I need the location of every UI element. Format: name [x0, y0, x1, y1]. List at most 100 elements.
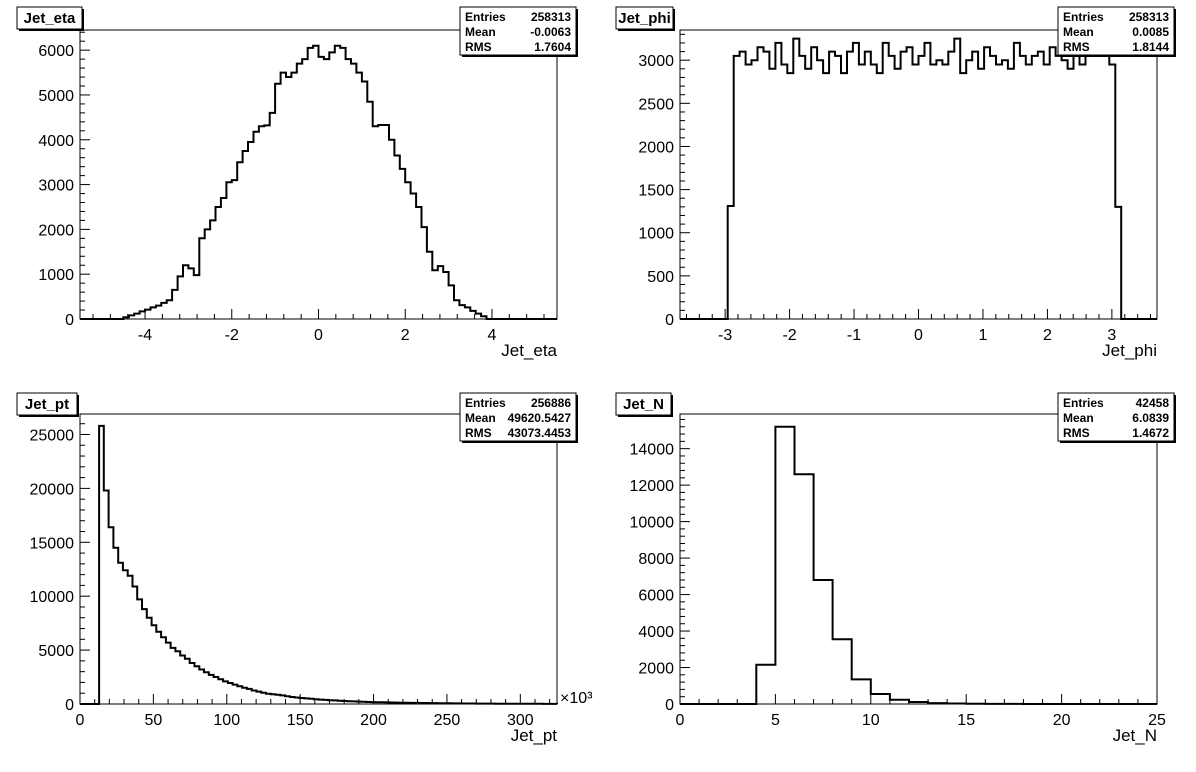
pad-jet-eta: -4 -2 0 2 4 0 1000 2000 3000 4000 5000 6000 Jet_eta J… [16, 6, 578, 360]
x-tick-label: 5 [771, 712, 780, 729]
chart-title: Jet_pt [25, 396, 69, 413]
y-tick-label: 15000 [30, 535, 75, 552]
chart-title: Jet_N [623, 396, 664, 413]
plot-frame [679, 413, 1158, 705]
pad-jet-pt: 0 50 100 150 200 250 300 0 5000 10000 15000 20000 25… [16, 392, 593, 745]
x-tick-label: 250 [434, 712, 461, 729]
x-tick-label: 0 [914, 327, 923, 344]
stats-value-rms: 43073.4453 [508, 426, 572, 440]
y-tick-label: 10000 [630, 515, 675, 532]
stats-value-rms: 1.4672 [1132, 426, 1169, 440]
y-tick-label: 14000 [630, 442, 675, 459]
y-tick-label: 2500 [638, 96, 674, 113]
y-tick-label: 3000 [638, 53, 674, 70]
y-tick-label: 2000 [38, 222, 74, 239]
y-tick-label: 5000 [38, 88, 74, 105]
x-tick-label: -1 [847, 327, 861, 344]
x-exponent-label: ×10³ [560, 690, 593, 707]
y-tick-label: 2000 [638, 139, 674, 156]
stats-box [1057, 392, 1175, 442]
y-tick-label: 0 [665, 697, 674, 714]
y-tick-label: 25000 [30, 427, 75, 444]
histogram-line [680, 425, 1157, 705]
x-axis-title: Jet_pt [511, 726, 558, 745]
pad-jet-n: 0 5 10 15 20 25 0 2000 4000 6000 8000 10000 12000 140… [615, 392, 1176, 745]
y-tick-label: 1000 [638, 226, 674, 243]
x-axis-title: Jet_phi [1102, 341, 1157, 360]
plot-frame [79, 29, 558, 320]
stats-key-rms: RMS [465, 426, 492, 440]
y-tick-label: 20000 [30, 481, 75, 498]
stats-value-mean: 0.0085 [1132, 25, 1169, 39]
stats-value-entries: 258313 [1129, 10, 1169, 24]
stats-value-entries: 256886 [531, 396, 571, 410]
y-tick-label: 5000 [38, 643, 74, 660]
histogram-line [80, 424, 558, 705]
x-tick-label: 20 [1053, 712, 1071, 729]
stats-box [459, 392, 577, 442]
stats-value-rms: 1.7604 [534, 40, 571, 54]
x-tick-label: 0 [314, 327, 323, 344]
x-tick-label: -2 [225, 327, 239, 344]
histogram-line [680, 37, 1157, 320]
y-tick-label: 3000 [38, 178, 74, 195]
chart-title: Jet_eta [24, 10, 76, 27]
x-axis-title: Jet_N [1113, 726, 1157, 745]
y-tick-label: 0 [665, 312, 674, 329]
stats-key-mean: Mean [465, 411, 496, 425]
x-tick-label: 100 [213, 712, 240, 729]
stats-key-mean: Mean [1063, 411, 1094, 425]
x-tick-label: -4 [138, 327, 152, 344]
stats-key-entries: Entries [465, 396, 506, 410]
stats-key-mean: Mean [1063, 25, 1094, 39]
stats-value-entries: 258313 [531, 10, 571, 24]
y-tick-label: 0 [65, 312, 74, 329]
stats-key-entries: Entries [465, 10, 506, 24]
stats-box [1057, 6, 1175, 56]
y-tick-label: 10000 [30, 589, 75, 606]
chart-title: Jet_phi [618, 10, 671, 27]
y-tick-label: 0 [65, 697, 74, 714]
x-tick-label: 1 [979, 327, 988, 344]
title-box [615, 392, 672, 416]
stats-key-entries: Entries [1063, 396, 1104, 410]
stats-value-rms: 1.8144 [1132, 40, 1169, 54]
x-tick-label: 4 [488, 327, 497, 344]
plot-frame [679, 29, 1158, 320]
histogram-line [80, 44, 557, 320]
y-tick-label: 12000 [630, 478, 675, 495]
x-tick-label: -3 [718, 327, 732, 344]
y-tick-label: 1000 [38, 267, 74, 284]
x-tick-label: 3 [1107, 327, 1116, 344]
x-tick-label: 25 [1148, 712, 1166, 729]
x-tick-label: -2 [782, 327, 796, 344]
stats-key-rms: RMS [1063, 426, 1090, 440]
plot-frame [79, 413, 558, 705]
x-tick-label: 2 [401, 327, 410, 344]
stats-box [459, 6, 577, 56]
x-tick-label: 50 [144, 712, 162, 729]
x-tick-label: 2 [1043, 327, 1052, 344]
y-tick-label: 1500 [638, 183, 674, 200]
stats-key-rms: RMS [465, 40, 492, 54]
pad-jet-phi: -3 -2 -1 0 1 2 3 0 500 1000 1500 2000 2500 3000 Jet_ph… [615, 6, 1176, 360]
title-box [615, 6, 674, 30]
title-box [16, 6, 83, 30]
stats-value-mean: -0.0063 [530, 25, 571, 39]
y-tick-label: 8000 [638, 551, 674, 568]
stats-value-mean: 6.0839 [1132, 411, 1169, 425]
x-axis-title: Jet_eta [501, 341, 557, 360]
title-box [16, 392, 78, 416]
stats-key-rms: RMS [1063, 40, 1090, 54]
stats-value-mean: 49620.5427 [508, 411, 572, 425]
y-tick-label: 4000 [638, 624, 674, 641]
y-tick-label: 6000 [638, 588, 674, 605]
x-tick-label: 200 [360, 712, 387, 729]
x-tick-label: 15 [957, 712, 975, 729]
y-tick-label: 500 [647, 269, 674, 286]
x-tick-label: 150 [287, 712, 314, 729]
stats-key-entries: Entries [1063, 10, 1104, 24]
stats-value-entries: 42458 [1136, 396, 1170, 410]
x-tick-label: 0 [76, 712, 85, 729]
